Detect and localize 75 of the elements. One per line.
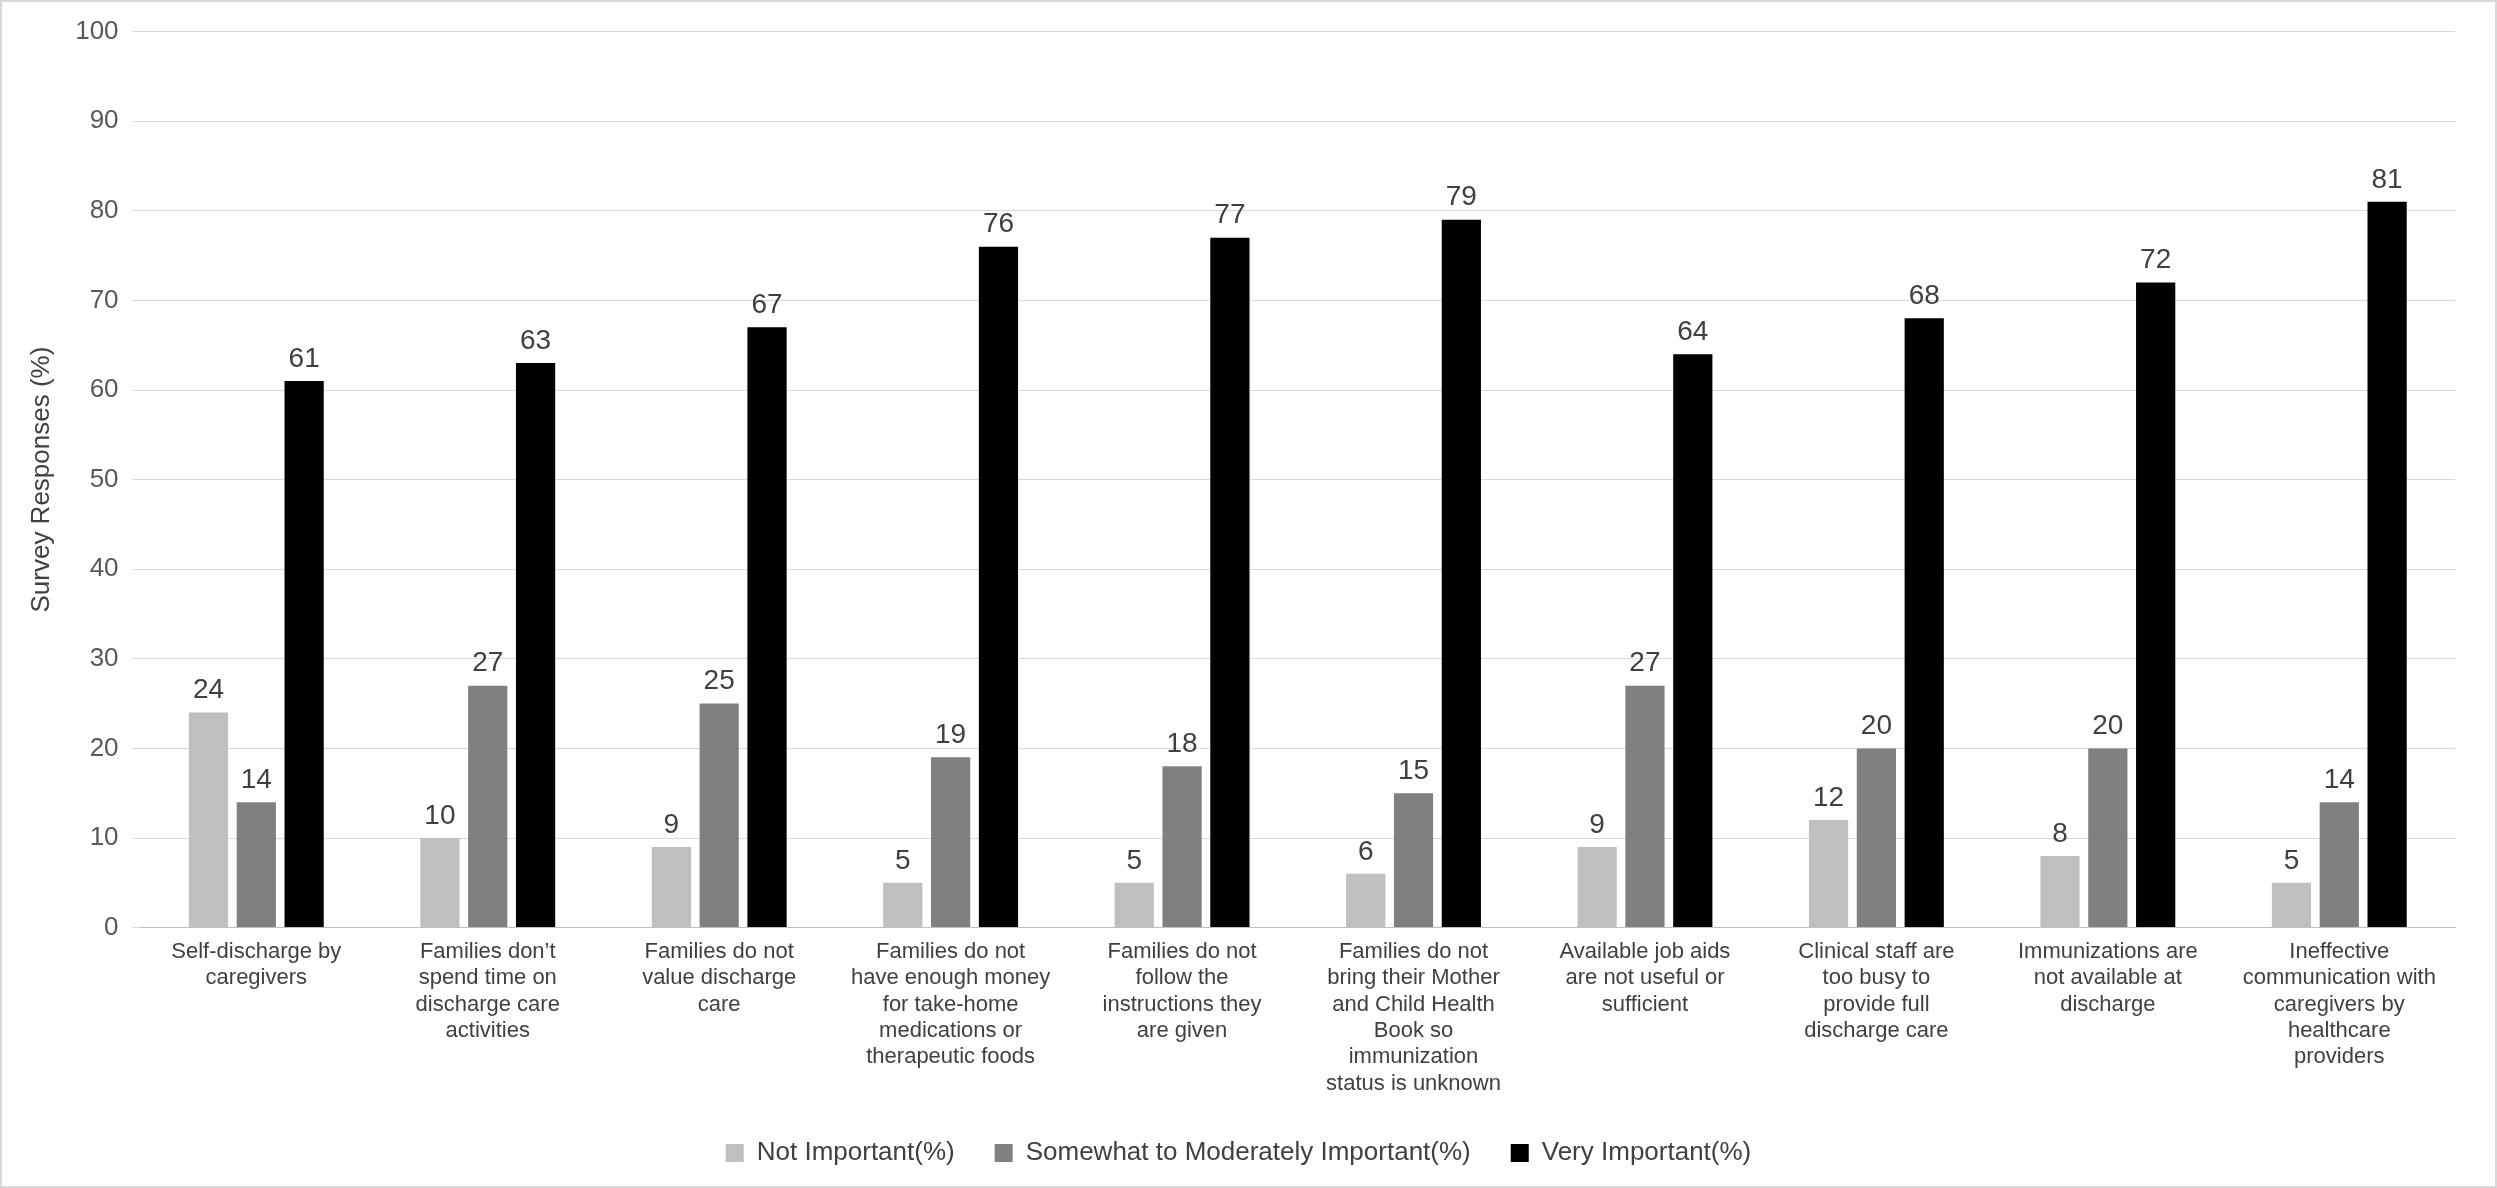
data-label: 5 xyxy=(1126,843,1143,875)
y-tick-label: 20 xyxy=(89,731,119,762)
bar xyxy=(284,381,324,928)
data-label: 5 xyxy=(895,843,911,875)
data-label: 19 xyxy=(935,718,967,750)
bar xyxy=(1856,748,1897,928)
data-label: 27 xyxy=(1629,646,1661,678)
data-label: 9 xyxy=(1589,807,1605,839)
x-tick-label: Ineffective communication with caregivers by healthcare providers xyxy=(2242,937,2436,1069)
bar xyxy=(468,685,508,928)
bar xyxy=(2319,802,2359,928)
x-tick-label: Families do not follow the instructions they are given xyxy=(1102,937,1262,1043)
data-label: 24 xyxy=(192,673,225,705)
data-label: 6 xyxy=(1357,834,1374,866)
x-tick-label: Immunizations are not available at discharge xyxy=(2017,937,2198,1016)
bar xyxy=(236,802,276,928)
data-label: 18 xyxy=(1166,727,1198,759)
bar xyxy=(515,363,556,928)
data-label: 10 xyxy=(424,798,456,830)
data-label: 64 xyxy=(1677,314,1709,346)
x-tick-label: Clinical staff are too busy to provide full discharge care xyxy=(1798,937,1955,1043)
legend-label: Very Important(%) xyxy=(1541,1136,1752,1167)
data-label: 20 xyxy=(1860,709,1892,741)
data-label: 67 xyxy=(751,288,783,319)
data-label: 5 xyxy=(2283,843,2300,875)
y-tick-label: 0 xyxy=(104,910,119,941)
data-label: 8 xyxy=(2052,816,2068,848)
x-tick-label: Available job aids are not useful or sufficient xyxy=(1559,937,1731,1016)
bar xyxy=(1673,354,1713,928)
data-label: 68 xyxy=(1908,279,1940,311)
y-tick-label: 80 xyxy=(89,193,119,224)
data-label: 79 xyxy=(1445,180,1477,212)
y-tick-label: 60 xyxy=(89,373,119,404)
y-axis-title: Survey Responses (%) xyxy=(24,346,55,613)
legend-label: Somewhat to Moderately Important(%) xyxy=(1025,1136,1471,1167)
legend-label: Not Important(%) xyxy=(756,1136,955,1167)
data-label: 9 xyxy=(663,807,680,839)
bar xyxy=(1625,685,1665,928)
bar xyxy=(1162,766,1202,928)
bar xyxy=(747,327,787,928)
y-tick-label: 100 xyxy=(75,14,119,45)
bar xyxy=(2136,282,2176,928)
bar xyxy=(931,757,971,928)
bar xyxy=(699,703,739,928)
bar xyxy=(1210,237,1250,928)
x-tick-label: Families do not bring their Mother and Child Health Book so immunization status is unknown xyxy=(1326,937,1501,1095)
bar xyxy=(978,246,1019,928)
data-label: 25 xyxy=(703,664,735,696)
bar xyxy=(1904,318,1944,928)
data-label: 27 xyxy=(472,646,504,678)
data-label: 76 xyxy=(982,207,1015,239)
x-tick-label: Families don’t spend time on discharge care activities xyxy=(415,937,560,1043)
y-tick-label: 40 xyxy=(89,552,119,583)
data-label: 63 xyxy=(520,323,552,355)
y-tick-label: 10 xyxy=(89,821,119,852)
x-tick-label: Families do not value discharge care xyxy=(642,937,797,1016)
y-tick-label: 70 xyxy=(89,283,119,314)
x-tick-label: Families do not have enough money for take-home medications or therapeutic foods xyxy=(850,937,1051,1069)
data-label: 20 xyxy=(2092,709,2124,741)
bar xyxy=(2367,201,2407,928)
x-tick-label: Self-discharge by caregivers xyxy=(171,937,342,990)
data-label: 12 xyxy=(1812,780,1845,812)
bar xyxy=(2088,748,2128,928)
bar xyxy=(1393,793,1434,928)
y-tick-label: 90 xyxy=(89,104,119,135)
data-label: 61 xyxy=(288,341,320,373)
y-tick-label: 30 xyxy=(89,641,119,672)
data-label: 81 xyxy=(2371,162,2403,194)
y-tick-label: 50 xyxy=(89,462,119,493)
data-label: 72 xyxy=(2140,243,2172,275)
bar xyxy=(1441,219,1481,928)
data-label: 14 xyxy=(240,762,272,794)
data-label: 14 xyxy=(2323,762,2355,794)
data-label: 77 xyxy=(1214,198,1246,230)
data-label: 15 xyxy=(1397,753,1430,785)
